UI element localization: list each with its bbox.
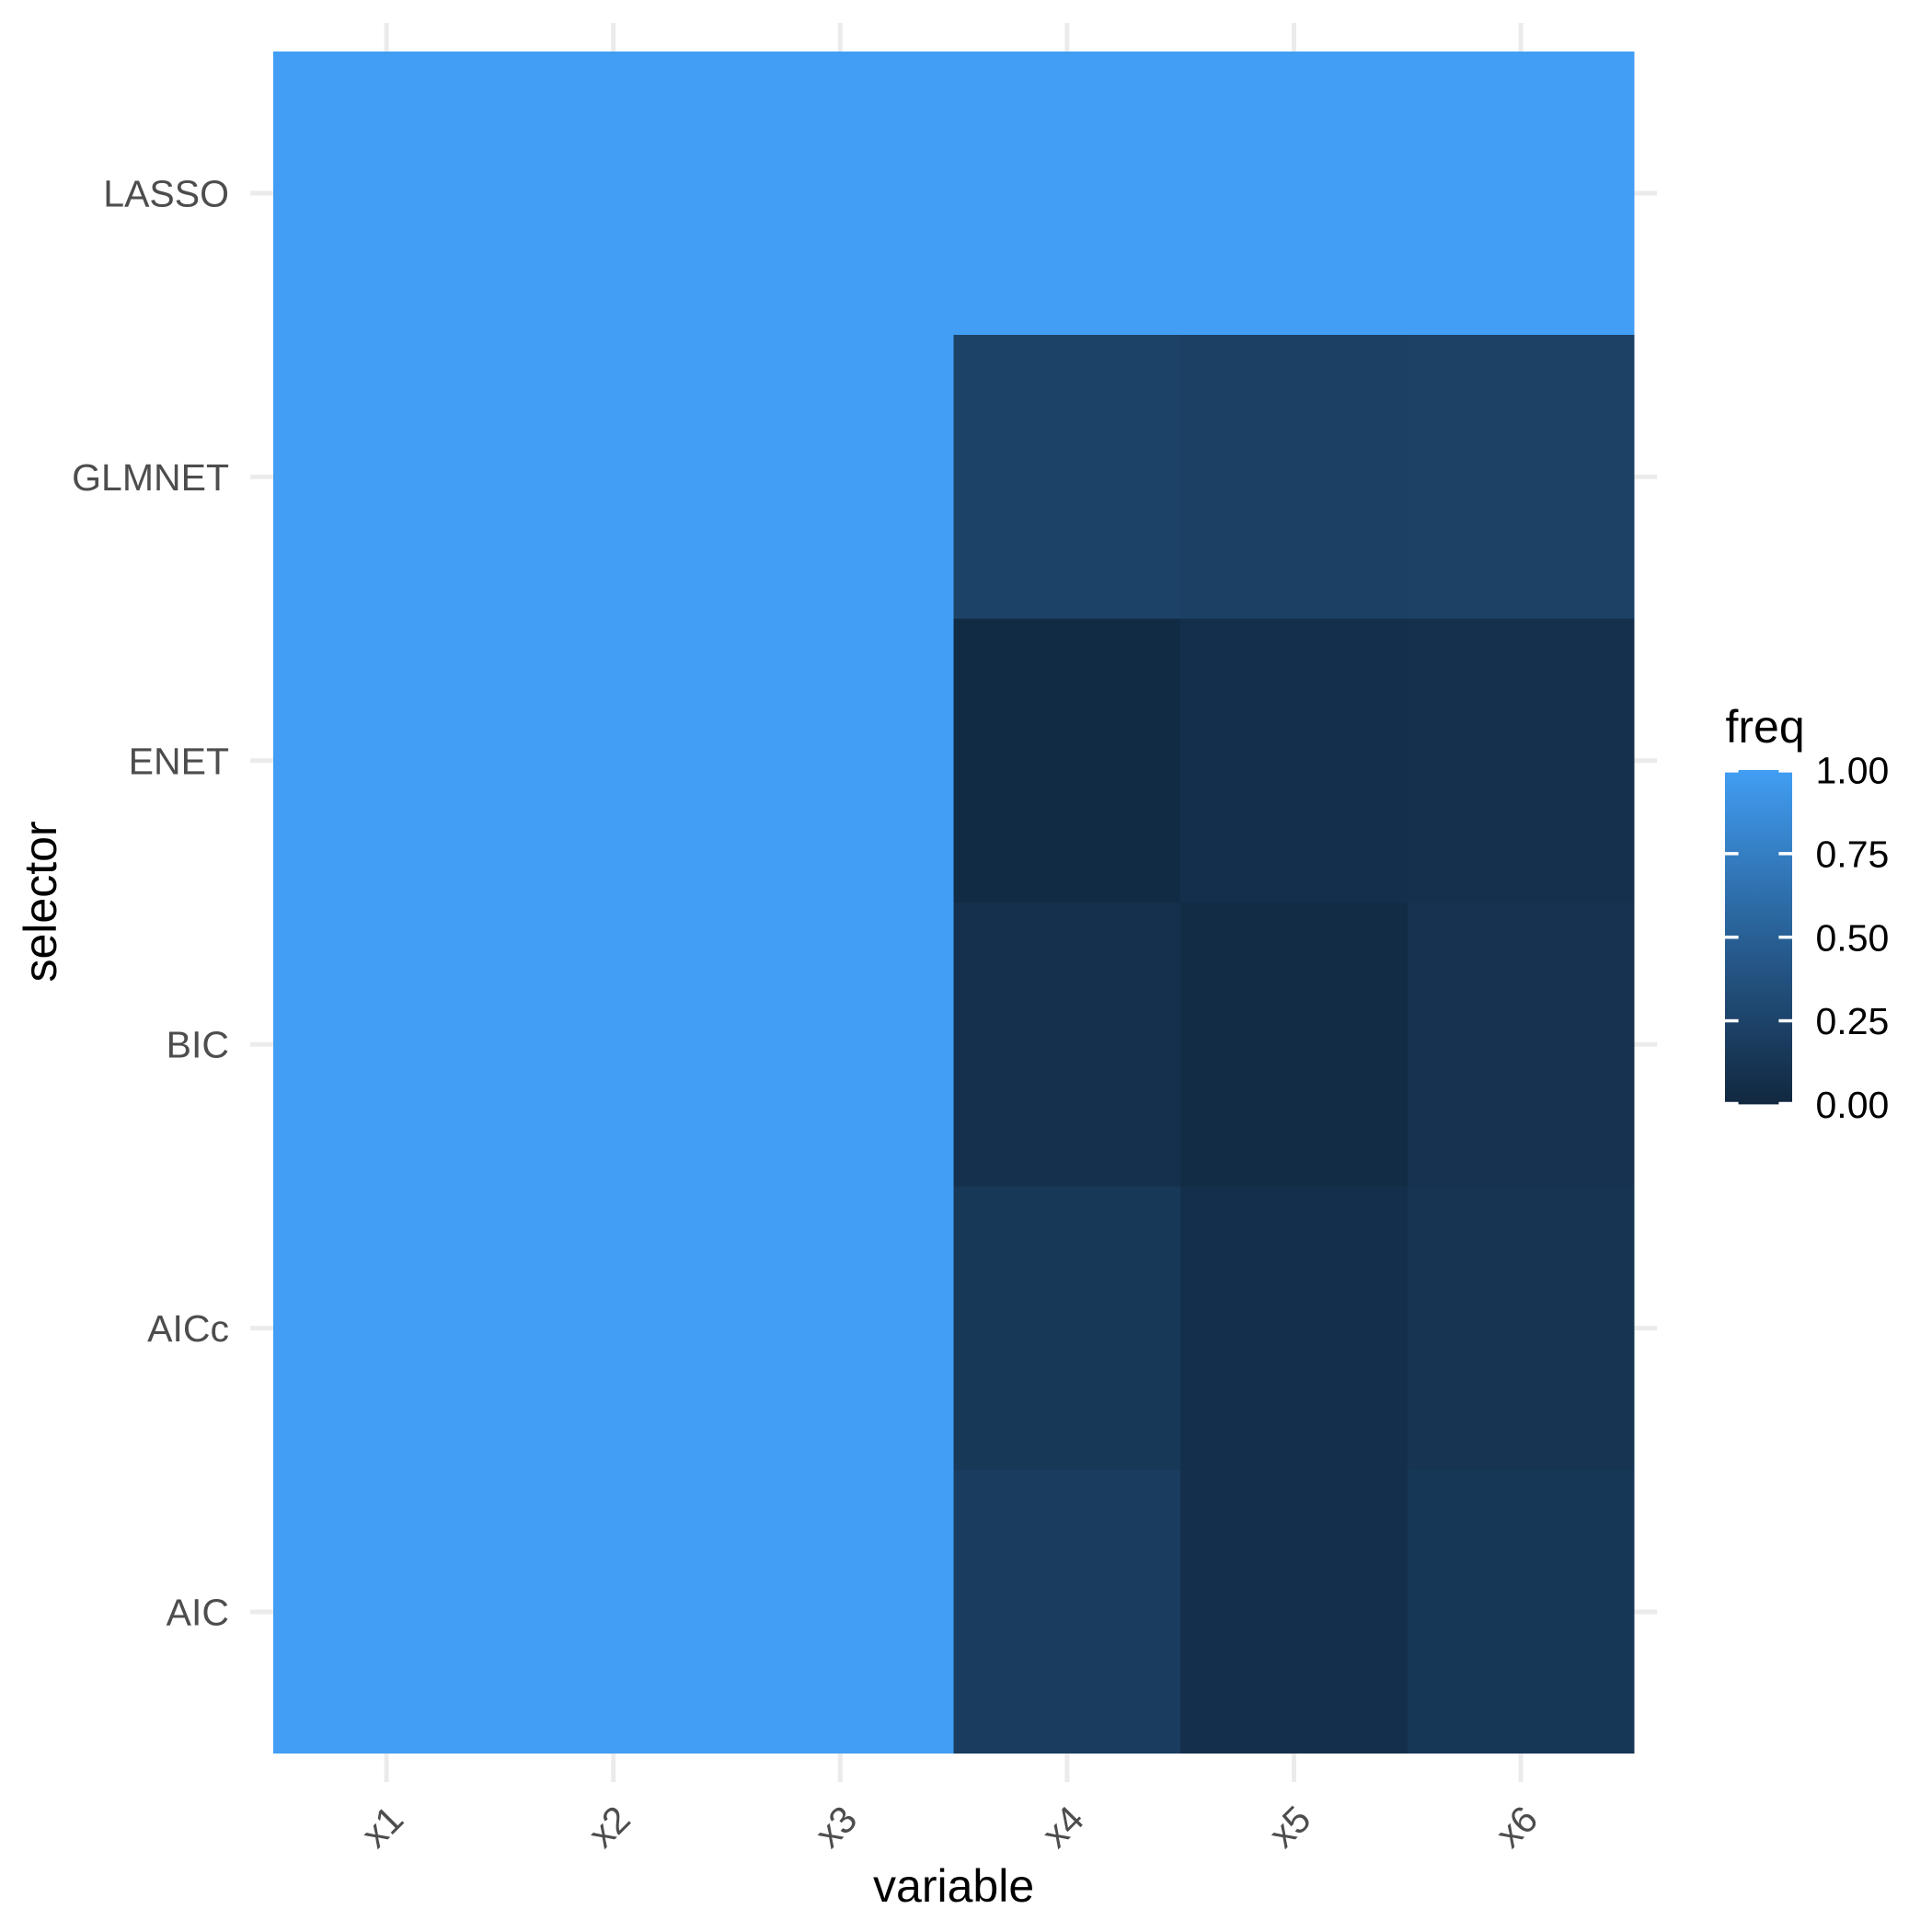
svg-text:variable: variable bbox=[873, 1860, 1034, 1912]
svg-text:ENET: ENET bbox=[129, 740, 229, 782]
svg-text:AIC: AIC bbox=[167, 1592, 229, 1634]
svg-text:0.75: 0.75 bbox=[1816, 834, 1890, 876]
svg-text:BIC: BIC bbox=[167, 1024, 229, 1066]
svg-text:GLMNET: GLMNET bbox=[72, 456, 229, 499]
svg-text:AICc: AICc bbox=[147, 1307, 229, 1350]
svg-text:LASSO: LASSO bbox=[103, 173, 229, 215]
svg-text:1.00: 1.00 bbox=[1816, 750, 1890, 792]
svg-text:freq: freq bbox=[1726, 701, 1805, 753]
svg-text:0.00: 0.00 bbox=[1816, 1084, 1890, 1126]
svg-text:0.50: 0.50 bbox=[1816, 916, 1890, 959]
svg-text:0.25: 0.25 bbox=[1816, 1000, 1890, 1042]
svg-text:selector: selector bbox=[15, 821, 66, 982]
